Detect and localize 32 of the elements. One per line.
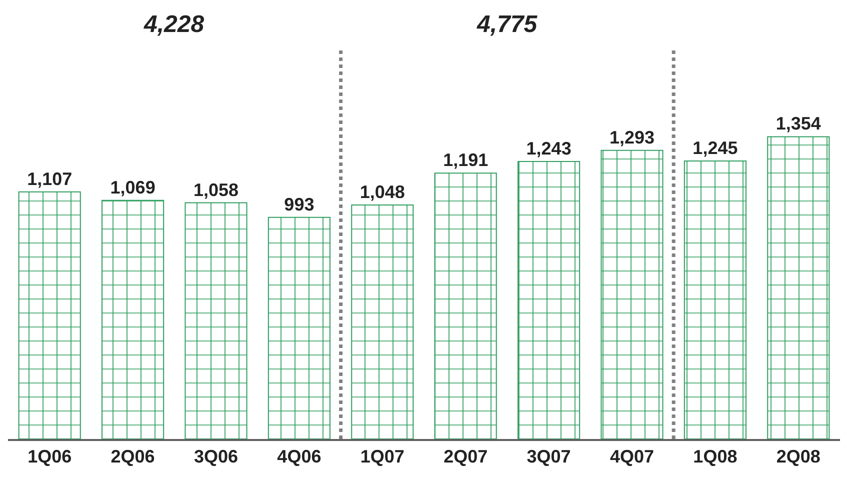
x-tick-label: 2Q07 [444,446,488,467]
x-tick-label: 2Q06 [110,446,155,467]
data-label: 1,048 [360,182,405,202]
data-label: 1,354 [776,114,821,134]
data-label: 993 [284,194,314,214]
bar [518,161,580,439]
data-label: 1,191 [443,150,488,170]
data-label: 1,058 [193,180,239,200]
bar [600,150,664,439]
x-tick-label: 1Q06 [28,446,72,467]
text: 4,775 [476,11,538,38]
bar [351,204,414,439]
x-tick-label: 2Q08 [776,446,820,467]
bar [18,191,81,439]
x-tick-label: 1Q08 [693,446,738,467]
bar [268,216,330,439]
data-label: 1,107 [27,168,72,189]
bar [102,200,164,439]
data-label: 1,243 [526,138,572,159]
data-label: 1,293 [609,127,655,148]
x-tick-label: 3Q06 [194,446,238,467]
x-tick-label: 4Q06 [277,446,322,467]
bar [684,160,746,439]
bar [767,136,830,439]
data-label: 1,069 [110,177,156,198]
text: 4,228 [143,11,205,38]
x-tick-label: 3Q07 [526,446,571,467]
bar [184,202,248,439]
x-tick-label: 4Q07 [610,446,654,467]
bar [434,172,497,439]
data-label: 1,245 [692,138,738,158]
x-tick-label: 1Q07 [360,446,404,467]
